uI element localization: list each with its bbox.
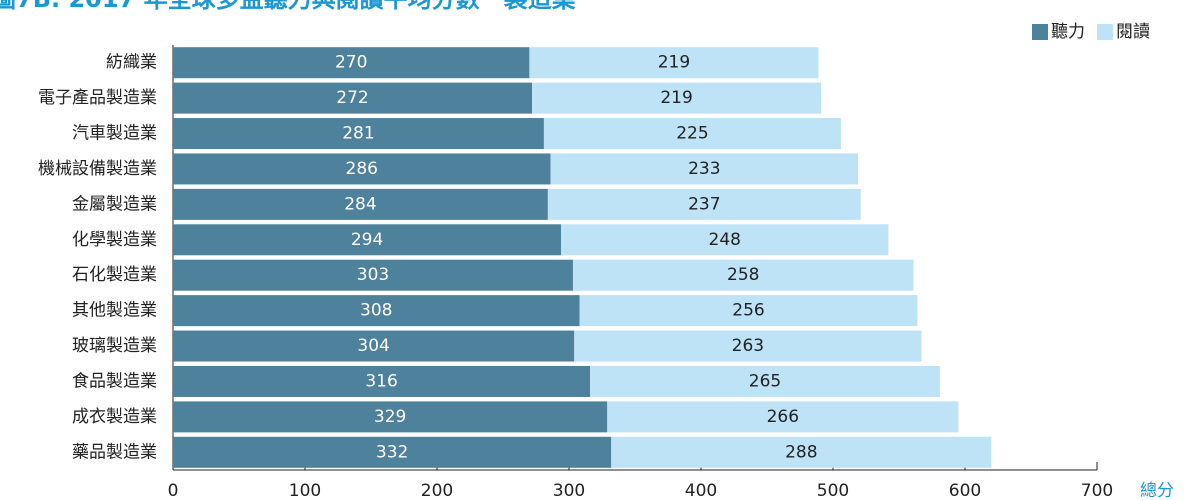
bar-segment	[173, 365, 591, 397]
data-label: 272	[336, 88, 368, 108]
data-label: 270	[335, 53, 367, 73]
bar-segment	[173, 188, 548, 220]
y-tick-label: 電子產品製造業	[38, 88, 157, 108]
y-tick-label: 化學製造業	[72, 230, 157, 250]
bar-segment	[611, 436, 992, 468]
bar-segment	[173, 330, 575, 362]
y-tick-label: 機械設備製造業	[38, 159, 157, 179]
x-tick-label: 400	[685, 481, 717, 500]
data-label: 263	[732, 336, 764, 356]
bar-segment	[173, 47, 530, 79]
y-tick-label: 其他製造業	[72, 301, 157, 321]
data-label: 258	[727, 265, 759, 285]
data-label: 284	[344, 194, 376, 214]
x-tick-label: 300	[553, 481, 585, 500]
bar-segment	[547, 188, 861, 220]
data-label: 248	[709, 230, 741, 250]
x-tick-label: 700	[1081, 481, 1113, 500]
data-label: 281	[342, 124, 374, 144]
data-label: 233	[688, 159, 720, 179]
bar-segment	[532, 82, 822, 114]
legend-label: 閱讀	[1116, 22, 1150, 42]
data-label: 303	[357, 265, 389, 285]
y-tick-label: 紡織業	[106, 53, 157, 73]
bar-segment	[572, 259, 914, 291]
y-tick-label: 玻璃製造業	[72, 336, 157, 356]
x-tick-label: 0	[168, 481, 179, 500]
x-tick-label: 600	[949, 481, 981, 500]
bar-segment	[574, 330, 922, 362]
data-label: 219	[658, 53, 690, 73]
x-axis-label: 總分	[1140, 481, 1174, 500]
legend-label: 聽力	[1051, 22, 1085, 42]
bar-segment	[607, 401, 959, 433]
x-tick-label: 200	[421, 481, 453, 500]
bar-segment	[173, 153, 551, 185]
bar-segment	[173, 259, 573, 291]
data-label: 219	[660, 88, 692, 108]
bar-segment	[173, 224, 562, 256]
y-tick-label: 金屬製造業	[72, 194, 157, 214]
data-label: 237	[688, 194, 720, 214]
data-label: 286	[346, 159, 378, 179]
bar-segment	[543, 118, 841, 150]
x-tick-label: 500	[817, 481, 849, 500]
chart-title: 圖7B. 2017 年全球多益聽力與閱讀平均分數－製造業	[0, 0, 576, 13]
data-label: 288	[785, 442, 817, 462]
bar-segment	[173, 82, 533, 114]
bar-segment	[579, 295, 918, 327]
data-label: 332	[376, 442, 408, 462]
data-label: 266	[767, 407, 799, 427]
data-label: 256	[732, 301, 764, 321]
y-tick-label: 成衣製造業	[72, 407, 157, 427]
bar-segment	[173, 118, 544, 150]
y-tick-label: 汽車製造業	[72, 124, 157, 144]
data-label: 225	[676, 124, 708, 144]
bar-segment	[550, 153, 859, 185]
data-label: 329	[374, 407, 406, 427]
data-label: 316	[365, 371, 397, 391]
data-label: 265	[749, 371, 781, 391]
legend-swatch	[1032, 24, 1048, 40]
legend-swatch	[1097, 24, 1113, 40]
bar-segment	[590, 365, 940, 397]
data-label: 294	[351, 230, 383, 250]
x-tick-label: 100	[289, 481, 321, 500]
y-tick-label: 石化製造業	[72, 265, 157, 285]
data-label: 308	[360, 301, 392, 321]
y-tick-label: 食品製造業	[72, 371, 157, 391]
bar-segment	[561, 224, 889, 256]
data-label: 304	[357, 336, 389, 356]
bar-segment	[173, 295, 580, 327]
bar-segment	[173, 401, 608, 433]
bar-segment	[529, 47, 819, 79]
y-tick-label: 藥品製造業	[72, 442, 157, 462]
bar-segment	[173, 436, 612, 468]
